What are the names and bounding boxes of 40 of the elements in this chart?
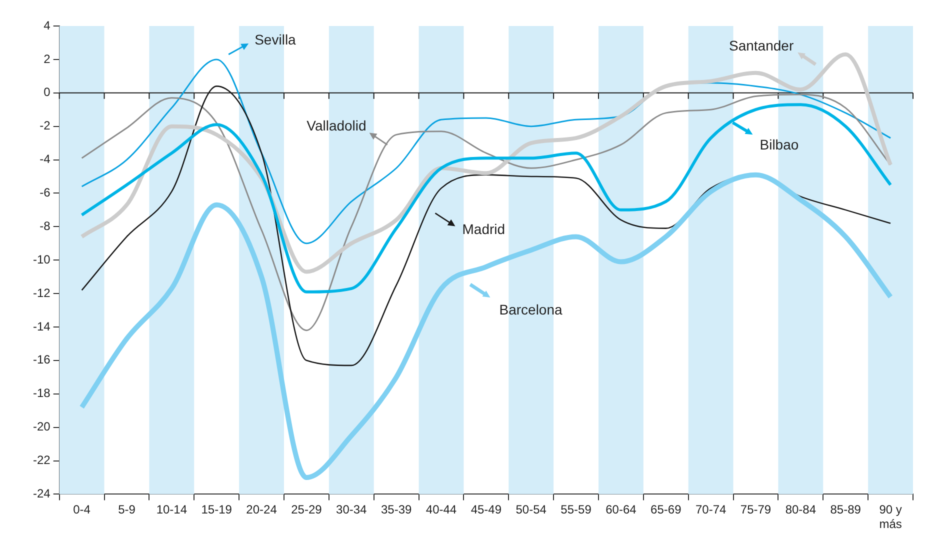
x-tick-label: 40-44 — [426, 502, 457, 517]
x-tick-label: 45-49 — [470, 502, 502, 517]
y-tick-label: 0 — [44, 85, 51, 100]
x-tick-label: 55-59 — [560, 502, 592, 517]
x-tick-label: 70-74 — [695, 502, 726, 517]
y-tick-label: -10 — [33, 252, 51, 266]
x-tick-label: 75-79 — [740, 502, 772, 517]
y-tick-label: -24 — [33, 486, 51, 501]
x-tick-label: 85-89 — [830, 502, 862, 517]
x-tick-label: 15-19 — [201, 502, 232, 517]
y-tick-label: -6 — [40, 186, 51, 200]
x-tick-label: 5-9 — [118, 502, 136, 517]
x-tick-label: 25-29 — [291, 502, 322, 517]
y-tick-label: -8 — [40, 218, 51, 233]
y-tick-label: -22 — [33, 453, 51, 468]
legend-label: Bilbao — [760, 136, 799, 152]
y-tick-label: -16 — [33, 352, 51, 367]
x-tick-label: 50-54 — [516, 502, 547, 517]
x-tick-label: 65-69 — [650, 502, 682, 517]
y-tick-label: -14 — [33, 319, 51, 334]
y-tick-label: -18 — [33, 386, 51, 400]
x-tick-label: 80-84 — [785, 502, 816, 517]
x-tick-label: 90 y más — [879, 502, 902, 532]
y-tick-label: -4 — [40, 152, 51, 166]
x-tick-label: 20-24 — [246, 502, 278, 517]
y-tick-label: -2 — [40, 118, 51, 133]
y-tick-label: -12 — [33, 286, 51, 300]
x-tick-label: 60-64 — [606, 502, 637, 517]
x-tick-label: 0-4 — [73, 502, 91, 517]
y-tick-label: -20 — [33, 420, 51, 434]
y-tick-label: 4 — [44, 18, 51, 32]
legend-label: Madrid — [462, 221, 506, 238]
x-tick-label: 35-39 — [380, 502, 412, 517]
text: Sevilla — [254, 31, 296, 48]
y-tick-label: 2 — [44, 52, 51, 66]
x-tick-label: 30-34 — [336, 502, 368, 517]
legend-label: Barcelona — [499, 301, 562, 318]
x-tick-label: 10-14 — [156, 502, 188, 517]
series-label: Santander — [728, 37, 794, 54]
series-label: Valladolid — [306, 118, 366, 134]
